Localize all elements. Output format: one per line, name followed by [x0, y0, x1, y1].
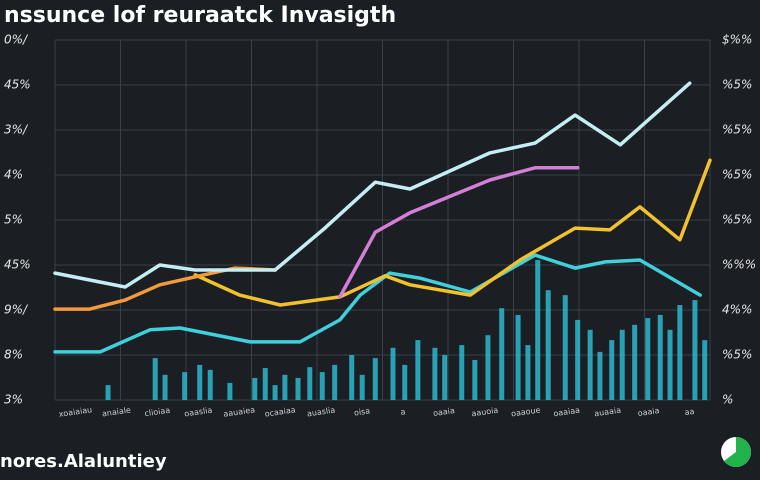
bar [575, 319, 581, 400]
footer-text: nores.Alaluntiey [0, 451, 167, 472]
y2-axis-label: %5% [722, 78, 752, 92]
bar [545, 290, 551, 400]
y-axis-label: 45% [4, 258, 31, 272]
bar [677, 305, 683, 400]
x-axis-label: aauoia [471, 406, 499, 419]
bar [105, 385, 111, 400]
bar [359, 374, 365, 400]
x-axis-label: oaaia [432, 406, 455, 418]
y-axis-label: 3%/ [4, 123, 29, 137]
bar [535, 260, 541, 400]
x-axis-label: anaiale [101, 406, 131, 419]
bar [485, 335, 491, 400]
bar [657, 314, 663, 400]
x-axis-label: auaaia [594, 406, 622, 419]
bar [645, 318, 651, 400]
bar [372, 358, 378, 400]
bar [402, 364, 408, 400]
x-axis-label: oaaiaa [553, 406, 581, 419]
bar [667, 329, 673, 400]
y-axis-label: 0%/ [4, 33, 29, 47]
y-axis-label: 3% [4, 393, 23, 407]
bar [692, 300, 698, 400]
y2-axis-label: %5% [722, 213, 752, 227]
y-axis-label: 8% [4, 348, 23, 362]
y2-axis-label: % [722, 393, 733, 407]
bar [319, 372, 325, 400]
bar [459, 345, 465, 400]
bar [262, 368, 268, 400]
y2-axis-label: %5% [722, 168, 752, 182]
bar [390, 347, 396, 400]
bar [562, 295, 568, 400]
bar [432, 347, 438, 400]
bar [152, 358, 158, 400]
bar [587, 329, 593, 400]
bar [349, 355, 355, 400]
bar [332, 364, 338, 400]
line [53, 266, 277, 311]
status-icon [721, 437, 752, 468]
x-axis-label: a [400, 407, 406, 417]
x-axis-label: oisa [353, 406, 370, 417]
x-axis-label: clioiaa [144, 406, 171, 419]
bar [632, 324, 638, 400]
x-axis-label: aauaiea [223, 405, 256, 418]
bar [282, 374, 288, 400]
y-axis-label: 9%/ [4, 303, 29, 317]
chart-title: nssunce lof reuraatck Invasigth [4, 3, 396, 28]
y2-axis-label: %5% [722, 123, 752, 137]
bar [499, 308, 505, 400]
y2-axis-label: %5% [722, 348, 752, 362]
bar [442, 355, 448, 400]
y2-axis-label: $%% [722, 33, 752, 47]
bar [415, 340, 421, 400]
y-axis-label: 4% [4, 168, 23, 182]
bar [525, 345, 531, 400]
bar [597, 351, 603, 400]
x-axis-label: aa [684, 407, 695, 417]
x-axis-label: oaaoue [511, 405, 542, 418]
y2-axis-label: 4%% [722, 303, 752, 317]
bar [182, 372, 188, 400]
bar [252, 377, 258, 400]
x-axis-label: auaslia [306, 406, 335, 419]
line [193, 158, 712, 307]
line [53, 253, 702, 354]
y2-axis-label: %%% [722, 258, 756, 272]
bar [619, 329, 625, 400]
x-axis-label: oaaslia [184, 406, 213, 419]
y-axis-label: 5% [4, 213, 23, 227]
bar [197, 364, 203, 400]
bar [272, 385, 278, 400]
bar [295, 377, 301, 400]
x-axis-label: ocaaiaa [264, 405, 296, 418]
bar [609, 340, 615, 400]
x-axis-label: oaaia [637, 406, 660, 418]
bar [307, 367, 313, 400]
bar [515, 314, 521, 400]
line [338, 166, 580, 299]
bar [207, 369, 213, 400]
bar [162, 374, 168, 400]
bar [702, 340, 708, 400]
bar [472, 359, 478, 400]
bar [227, 382, 233, 400]
line [53, 81, 692, 289]
y-axis-label: 45% [4, 78, 31, 92]
